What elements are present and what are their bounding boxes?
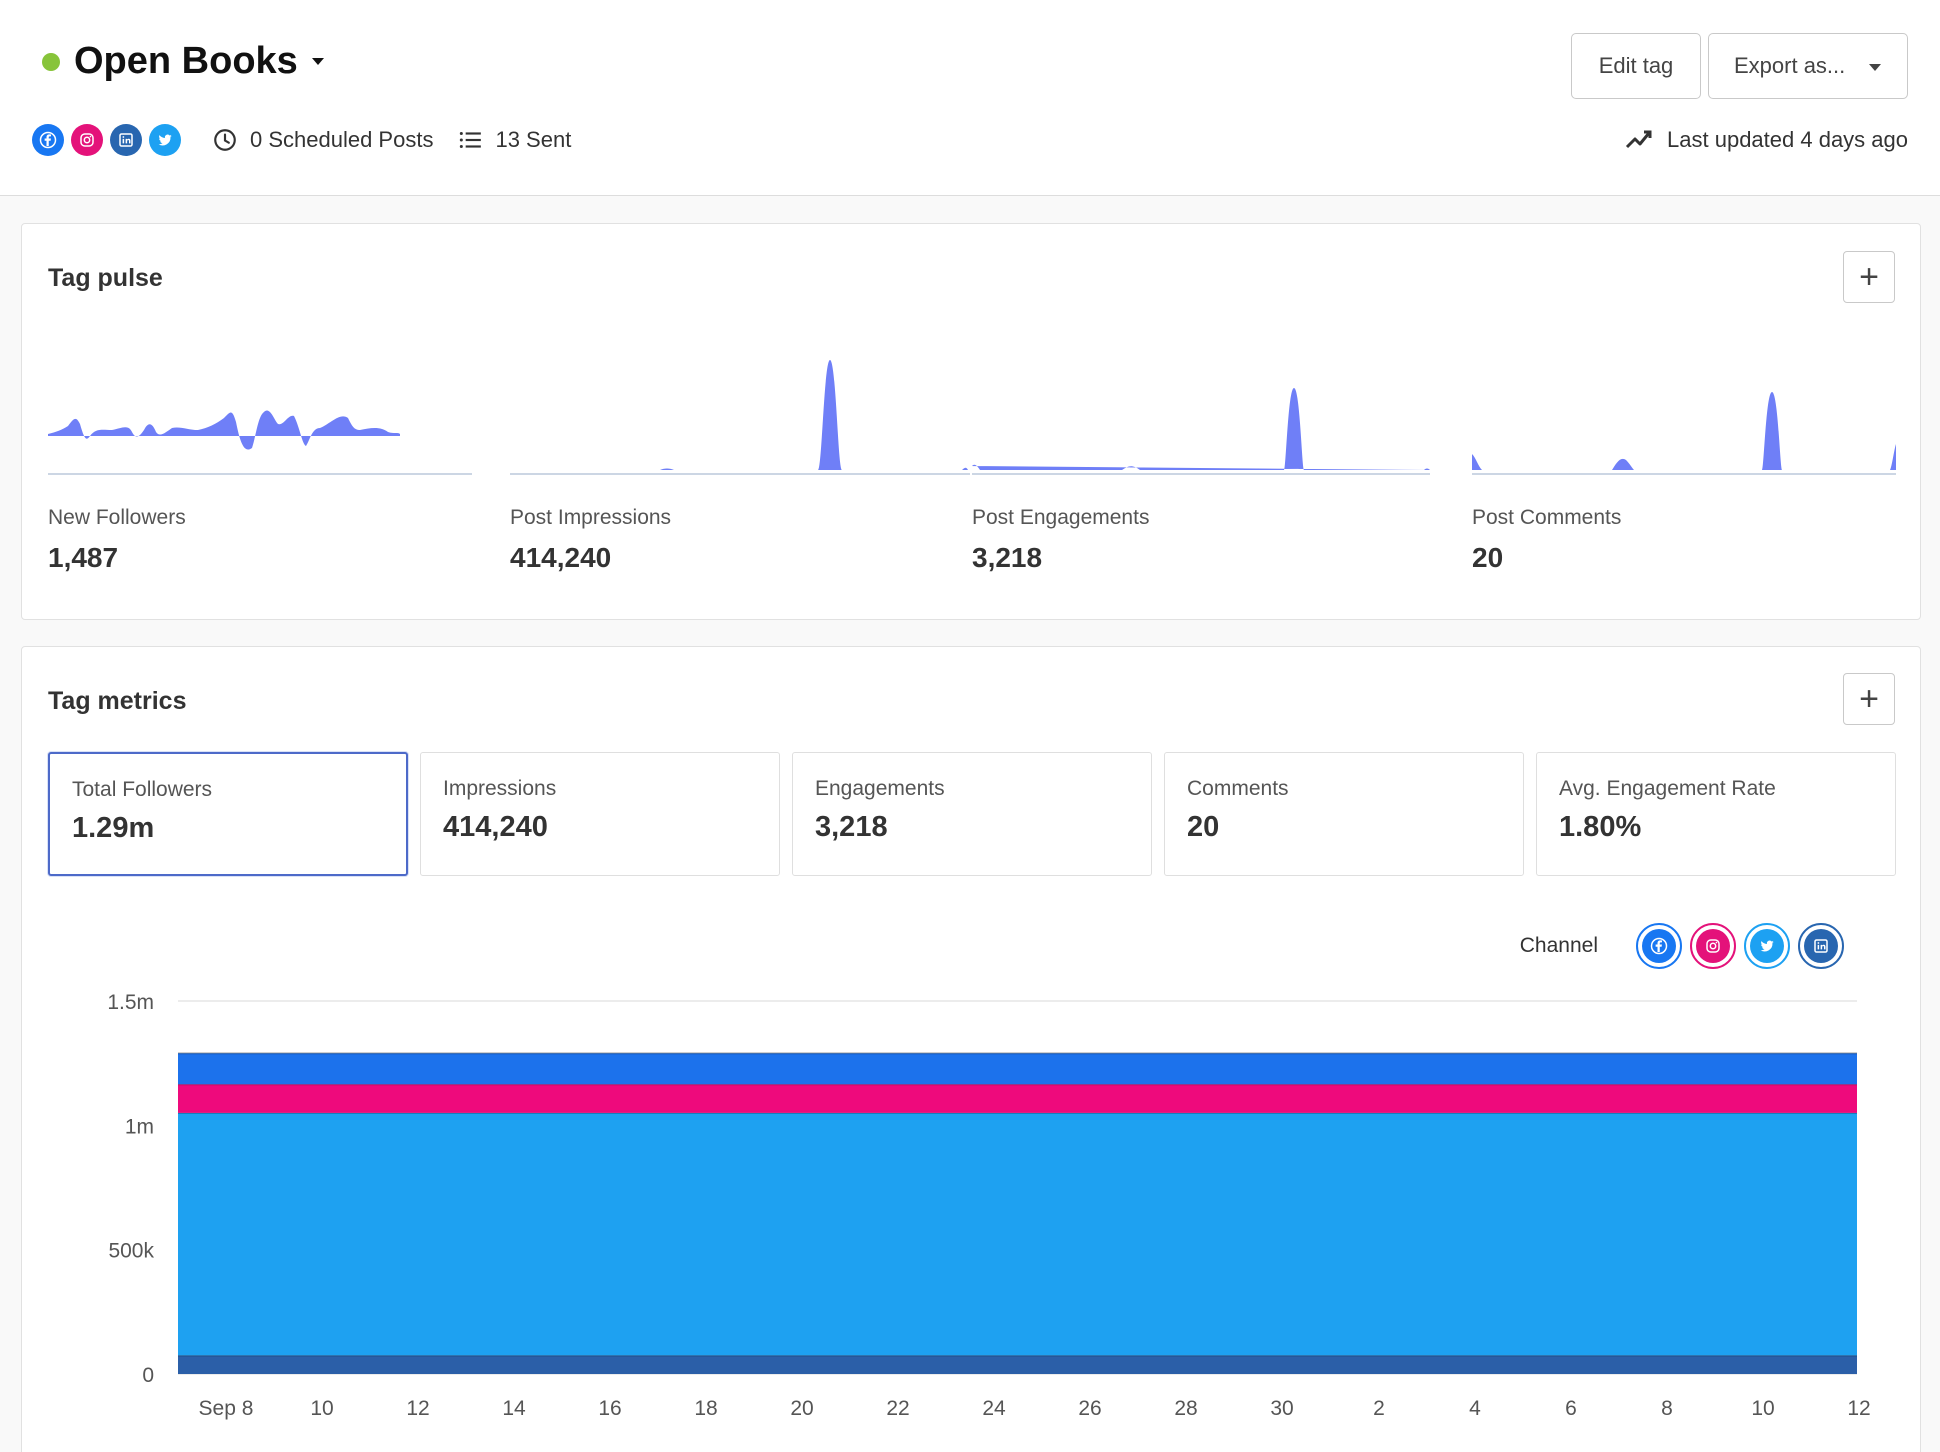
scheduled-posts[interactable]: 0 Scheduled Posts xyxy=(212,127,433,153)
list-icon xyxy=(460,131,482,149)
tag-pulse-title: Tag pulse xyxy=(48,264,163,292)
metric-label: Impressions xyxy=(443,777,557,800)
export-as-label: Export as... xyxy=(1734,53,1846,78)
y-tick-label: 0 xyxy=(142,1364,154,1387)
y-tick-label: 1m xyxy=(125,1115,154,1138)
x-tick-label: 6 xyxy=(1565,1397,1577,1420)
linkedin-icon xyxy=(110,124,142,156)
post-comments-sparkline xyxy=(1472,332,1896,482)
metric-value: 20 xyxy=(1187,811,1220,843)
pulse-label: Post Engagements xyxy=(972,506,1150,529)
facebook-icon xyxy=(1642,929,1676,963)
page-header: Open Books Edit tag Export as... 0 Sched… xyxy=(0,0,1940,196)
sent-posts-label: 13 Sent xyxy=(495,127,572,152)
metric-impressions[interactable]: Impressions 414,240 xyxy=(420,752,780,876)
metric-value: 1.80% xyxy=(1559,811,1642,843)
metric-value: 1.29m xyxy=(72,812,155,844)
channel-instagram-toggle[interactable] xyxy=(1690,923,1736,969)
x-tick-label: 16 xyxy=(598,1397,621,1420)
plus-icon: + xyxy=(1859,680,1879,718)
x-tick-label: 18 xyxy=(694,1397,717,1420)
page-title: Open Books xyxy=(74,40,298,82)
x-tick-label: 14 xyxy=(502,1397,526,1420)
area-series-facebook[interactable] xyxy=(178,1053,1857,1085)
metric-avg-engagement-rate[interactable]: Avg. Engagement Rate 1.80% xyxy=(1536,752,1896,876)
facebook-icon xyxy=(32,124,64,156)
post-engagements-sparkline xyxy=(972,332,1454,482)
pulse-label: Post Impressions xyxy=(510,506,672,529)
export-as-button[interactable]: Export as... xyxy=(1708,33,1908,99)
metric-value: 414,240 xyxy=(443,811,548,843)
caret-down-icon xyxy=(1869,64,1881,71)
pulse-value: 1,487 xyxy=(48,542,119,573)
metric-label: Avg. Engagement Rate xyxy=(1559,777,1776,800)
instagram-icon xyxy=(1696,929,1730,963)
x-tick-label: 26 xyxy=(1078,1397,1101,1420)
x-tick-label: 28 xyxy=(1174,1397,1197,1420)
area-series-linkedin[interactable] xyxy=(178,1355,1857,1374)
y-tick-label: 500k xyxy=(108,1240,154,1263)
x-tick-label: 12 xyxy=(406,1397,429,1420)
x-tick-label: 12 xyxy=(1847,1397,1870,1420)
caret-down-icon xyxy=(311,58,324,65)
trend-icon xyxy=(1625,130,1652,149)
pulse-value: 3,218 xyxy=(972,542,1043,573)
metric-label: Engagements xyxy=(815,777,945,800)
pulse-value: 414,240 xyxy=(510,542,612,573)
x-tick-label: 10 xyxy=(1751,1397,1774,1420)
status-dot xyxy=(42,52,60,71)
channel-facebook-toggle[interactable] xyxy=(1636,923,1682,969)
last-updated-label: Last updated 4 days ago xyxy=(1667,127,1908,152)
metric-comments[interactable]: Comments 20 xyxy=(1164,752,1524,876)
pulse-label: New Followers xyxy=(48,506,186,529)
metric-engagements[interactable]: Engagements 3,218 xyxy=(792,752,1152,876)
add-pulse-button[interactable]: + xyxy=(1843,251,1895,303)
x-tick-label: 30 xyxy=(1270,1397,1293,1420)
new-followers-sparkline xyxy=(48,332,472,482)
x-tick-label: 10 xyxy=(310,1397,333,1420)
tag-metrics-title: Tag metrics xyxy=(48,687,187,715)
clock-icon xyxy=(214,129,236,151)
x-tick-label: 2 xyxy=(1373,1397,1385,1420)
last-updated: Last updated 4 days ago xyxy=(1625,124,1908,156)
area-series-twitter[interactable] xyxy=(178,1112,1857,1356)
pulse-label: Post Comments xyxy=(1472,506,1622,529)
tag-meta-row: 0 Scheduled Posts 13 Sent xyxy=(32,124,571,156)
x-tick-label: Sep 8 xyxy=(199,1397,254,1420)
x-tick-label: 22 xyxy=(886,1397,909,1420)
x-tick-label: 4 xyxy=(1469,1397,1481,1420)
pulse-value: 20 xyxy=(1472,542,1504,573)
x-tick-label: 8 xyxy=(1661,1397,1673,1420)
metric-label: Total Followers xyxy=(72,778,213,801)
channel-linkedin-toggle[interactable] xyxy=(1798,923,1844,969)
sent-posts[interactable]: 13 Sent xyxy=(457,127,571,153)
sparkline-area xyxy=(48,410,400,450)
add-metric-button[interactable]: + xyxy=(1843,673,1895,725)
x-tick-label: 20 xyxy=(790,1397,813,1420)
tag-title-dropdown[interactable]: Open Books xyxy=(42,40,324,83)
edit-tag-button[interactable]: Edit tag xyxy=(1571,33,1701,99)
plus-icon: + xyxy=(1859,258,1879,296)
twitter-icon xyxy=(149,124,181,156)
metric-total-followers[interactable]: Total Followers 1.29m xyxy=(48,752,408,876)
x-tick-label: 24 xyxy=(982,1397,1006,1420)
twitter-icon xyxy=(1750,929,1784,963)
metric-value: 3,218 xyxy=(815,811,888,843)
post-impressions-sparkline xyxy=(510,332,970,482)
channel-filter: Channel xyxy=(1520,923,1844,969)
y-tick-label: 1.5m xyxy=(107,991,154,1014)
instagram-icon xyxy=(71,124,103,156)
scheduled-posts-label: 0 Scheduled Posts xyxy=(250,127,434,152)
linkedin-icon xyxy=(1804,929,1838,963)
metric-label: Comments xyxy=(1187,777,1289,800)
area-series-instagram[interactable] xyxy=(178,1084,1857,1113)
edit-tag-label: Edit tag xyxy=(1598,53,1674,78)
channel-label: Channel xyxy=(1519,934,1598,957)
tag-pulse-card: Tag pulse + New Followers 1,487 Post Imp… xyxy=(21,223,1921,620)
channel-twitter-toggle[interactable] xyxy=(1744,923,1790,969)
